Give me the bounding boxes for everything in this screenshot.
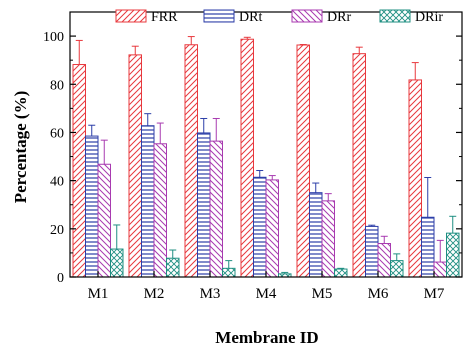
- legend-label-drir: DRir: [415, 10, 443, 25]
- y-tick-label-80: 80: [50, 78, 64, 93]
- error-bar-frr-m7: [412, 63, 419, 80]
- bar-frr-m5: [297, 45, 310, 277]
- error-bar-drr-m7: [437, 240, 444, 262]
- y-tick-label-100: 100: [43, 30, 64, 45]
- bar-drir-m6: [391, 261, 404, 277]
- error-bar-drr-m6: [381, 236, 388, 243]
- x-tick-label-m1: M1: [88, 286, 109, 302]
- bar-drr-m2: [154, 144, 167, 277]
- legend-swatch-drt: [204, 10, 234, 22]
- legend-swatch-drr: [292, 10, 322, 22]
- error-bar-frr-m6: [356, 47, 363, 54]
- error-bar-drr-m5: [325, 194, 332, 201]
- error-bar-drt-m4: [256, 171, 263, 178]
- error-bar-drir-m1: [113, 225, 120, 249]
- x-tick-label-m2: M2: [144, 286, 165, 302]
- bar-drt-m5: [310, 193, 323, 277]
- y-tick-label-60: 60: [50, 126, 64, 141]
- error-bar-frr-m3: [188, 37, 195, 45]
- x-tick-label-m4: M4: [256, 286, 277, 302]
- error-bar-drir-m3: [225, 261, 232, 269]
- legend-swatch-drir: [380, 10, 410, 22]
- error-bar-drr-m3: [213, 118, 220, 141]
- bar-drir-m2: [167, 258, 180, 277]
- error-bar-drr-m4: [269, 176, 276, 180]
- bar-drr-m4: [266, 180, 279, 277]
- error-bar-drt-m7: [424, 178, 431, 218]
- x-tick-label-m3: M3: [200, 286, 221, 302]
- y-tick-label-40: 40: [50, 175, 64, 190]
- error-bar-drt-m2: [144, 114, 151, 126]
- bar-drt-m7: [422, 217, 435, 277]
- bar-drir-m5: [335, 269, 348, 277]
- legend-item-drt: DRt: [204, 10, 262, 25]
- bar-drir-m1: [111, 249, 124, 277]
- error-bar-drr-m1: [101, 140, 108, 164]
- bar-drt-m4: [254, 177, 267, 277]
- x-tick-label-m7: M7: [424, 286, 445, 302]
- bar-drt-m1: [86, 136, 99, 277]
- bar-drir-m7: [447, 233, 460, 277]
- bar-frr-m7: [409, 80, 422, 277]
- x-tick-label-m6: M6: [368, 286, 389, 302]
- bar-drr-m7: [434, 262, 447, 277]
- error-bar-drr-m2: [157, 123, 164, 144]
- bar-frr-m4: [241, 39, 254, 277]
- bar-drt-m3: [198, 133, 211, 277]
- y-tick-label-20: 20: [50, 223, 64, 238]
- bar-drir-m3: [223, 268, 236, 277]
- bar-drr-m5: [322, 201, 335, 277]
- error-bar-frr-m1: [76, 40, 83, 64]
- bar-drt-m2: [142, 126, 155, 277]
- error-bar-drt-m1: [88, 125, 95, 136]
- legend-item-drr: DRr: [292, 10, 351, 25]
- x-axis-title: Membrane ID: [215, 328, 318, 347]
- x-tick-label-m5: M5: [312, 286, 333, 302]
- error-bar-frr-m2: [132, 46, 139, 55]
- bar-drt-m6: [366, 226, 379, 277]
- legend-label-drt: DRt: [239, 10, 262, 25]
- y-axis-title: Percentage (%): [11, 91, 30, 204]
- bar-drr-m3: [210, 141, 223, 277]
- legend-swatch-frr: [116, 10, 146, 22]
- bar-frr-m2: [129, 55, 142, 277]
- bar-drr-m1: [98, 164, 111, 277]
- error-bar-drt-m5: [312, 183, 319, 193]
- bar-frr-m1: [73, 65, 86, 277]
- bar-drr-m6: [378, 244, 391, 277]
- error-bar-drir-m6: [393, 254, 400, 261]
- legend-label-drr: DRr: [327, 10, 351, 25]
- y-tick-label-0: 0: [57, 271, 64, 286]
- error-bar-drir-m2: [169, 250, 176, 258]
- bar-frr-m3: [185, 45, 198, 277]
- bars-layer: [73, 39, 459, 277]
- error-bar-drir-m7: [449, 216, 456, 233]
- legend-label-frr: FRR: [151, 10, 178, 25]
- bar-frr-m6: [353, 54, 366, 277]
- error-bar-drt-m3: [200, 118, 207, 132]
